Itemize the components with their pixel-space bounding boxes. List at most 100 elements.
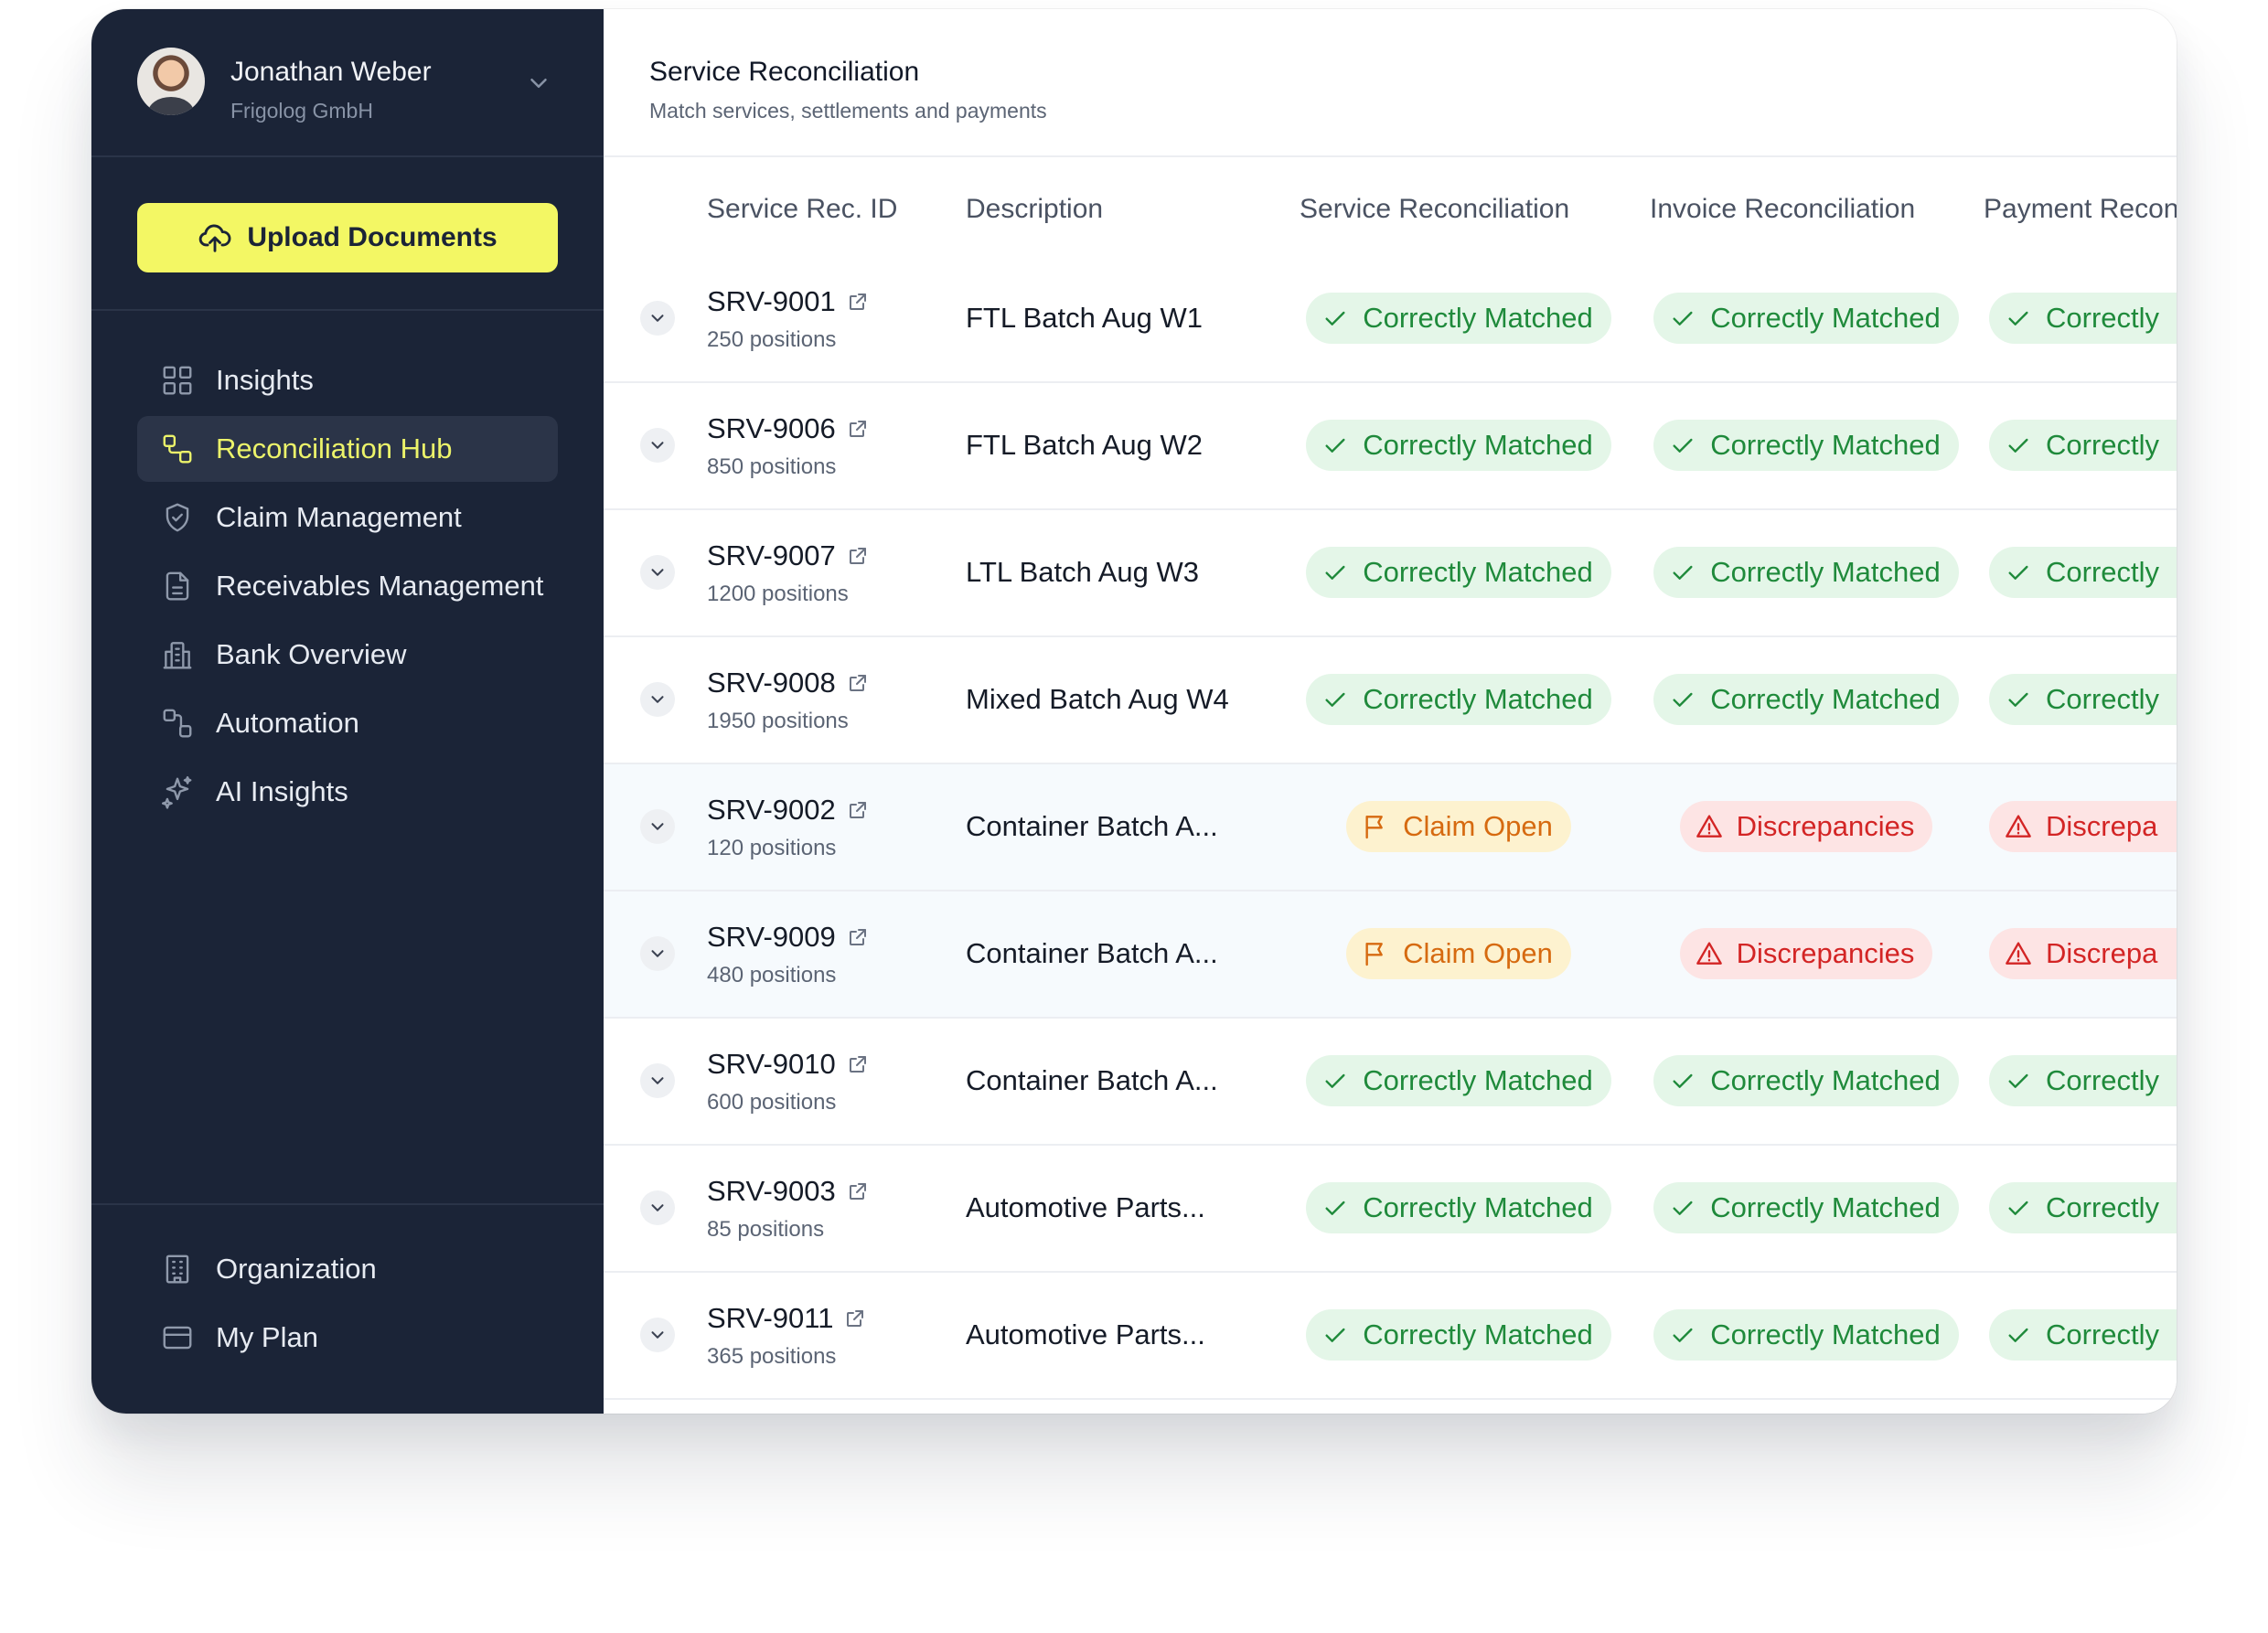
positions-count: 85 positions <box>707 1217 825 1242</box>
external-link-icon[interactable] <box>847 291 869 313</box>
sidebar-item-insights[interactable]: Insights <box>137 347 558 413</box>
column-header-invoice[interactable]: Invoice Reconciliation <box>1650 194 1916 224</box>
expand-row-button[interactable] <box>640 809 675 844</box>
invoice-status-badge[interactable]: Discrepancies <box>1679 801 1933 852</box>
status-badge-label: Correctly Matched <box>1363 556 1593 588</box>
expand-row-button[interactable] <box>640 555 675 590</box>
check-icon <box>1325 438 1345 453</box>
expand-row-button[interactable] <box>640 428 675 463</box>
payment-status-badge[interactable]: Correctly <box>1989 420 2177 471</box>
check-icon <box>1325 692 1345 707</box>
check-icon <box>2008 1201 2028 1215</box>
invoice-status-badge[interactable]: Correctly Matched <box>1653 1182 1959 1233</box>
expand-row-button[interactable] <box>640 1190 675 1225</box>
payment-status-badge[interactable]: Correctly <box>1989 1182 2177 1233</box>
check-icon <box>2008 438 2028 453</box>
status-badge-label: Correctly <box>2046 302 2160 334</box>
payment-status-badge[interactable]: Discrepa <box>1989 928 2177 979</box>
sidebar-item-automation[interactable]: Automation <box>137 690 558 756</box>
service-status-badge[interactable]: Correctly Matched <box>1306 420 1611 471</box>
payment-status-badge[interactable]: Correctly <box>1989 1309 2177 1361</box>
payment-status-badge[interactable]: Correctly <box>1989 674 2177 725</box>
sidebar-item-bank-overview[interactable]: Bank Overview <box>137 622 558 688</box>
check-icon <box>2008 1073 2028 1088</box>
upload-documents-button[interactable]: Upload Documents <box>137 203 558 272</box>
external-link-icon[interactable] <box>847 545 869 567</box>
service-status-badge[interactable]: Correctly Matched <box>1306 1055 1611 1106</box>
invoice-status-badge[interactable]: Correctly Matched <box>1653 547 1959 598</box>
page-title: Service Reconciliation <box>649 57 920 87</box>
service-rec-id-text: SRV-9007 <box>707 539 836 571</box>
sidebar-item-organization[interactable]: Organization <box>137 1236 558 1302</box>
page-header: Service Reconciliation Match services, s… <box>604 9 2177 157</box>
column-header-id[interactable]: Service Rec. ID <box>707 194 898 224</box>
user-menu[interactable]: Jonathan Weber Frigolog GmbH <box>91 9 604 157</box>
chevron-down-icon[interactable] <box>525 69 552 97</box>
column-header-payment[interactable]: Payment Recon <box>1984 194 2177 224</box>
table-row[interactable]: SRV-9009 480 positions Container Batch A..… <box>604 891 2177 1019</box>
table-row[interactable]: SRV-9001 250 positions FTL Batch Aug W1 Cor… <box>604 256 2177 383</box>
service-status-badge[interactable]: Correctly Matched <box>1306 1309 1611 1361</box>
service-status-badge[interactable]: Claim Open <box>1346 801 1571 852</box>
external-link-icon[interactable] <box>847 1053 869 1075</box>
invoice-status-badge[interactable]: Correctly Matched <box>1653 293 1959 344</box>
external-link-icon[interactable] <box>847 672 869 694</box>
check-icon <box>1325 565 1345 580</box>
table-row[interactable]: SRV-9002 120 positions Container Batch A..… <box>604 764 2177 891</box>
row-description: FTL Batch Aug W2 <box>966 429 1204 461</box>
service-status-badge[interactable]: Correctly Matched <box>1306 674 1611 725</box>
payment-status-cell: Correctly <box>1989 1307 2177 1362</box>
invoice-status-badge[interactable]: Correctly Matched <box>1653 1055 1959 1106</box>
status-badge-label: Discrepancies <box>1736 810 1915 842</box>
service-rec-id: SRV-9002 <box>707 794 869 827</box>
expand-row-button[interactable] <box>640 1063 675 1098</box>
external-link-icon[interactable] <box>844 1307 866 1329</box>
sidebar-item-my-plan[interactable]: My Plan <box>137 1305 558 1371</box>
office-icon <box>144 1236 210 1302</box>
table-row[interactable]: SRV-9010 600 positions Container Batch A..… <box>604 1019 2177 1146</box>
sparkles-icon <box>144 759 210 825</box>
warning-icon <box>2006 815 2031 838</box>
sidebar-item-ai-insights[interactable]: AI Insights <box>137 759 558 825</box>
table-row[interactable]: SRV-9006 850 positions FTL Batch Aug W2 Cor… <box>604 383 2177 510</box>
table-row[interactable]: SRV-9008 1950 positions Mixed Batch Aug W4… <box>604 637 2177 764</box>
document-icon <box>144 553 210 619</box>
column-header-description[interactable]: Description <box>966 194 1104 224</box>
invoice-status-badge[interactable]: Correctly Matched <box>1653 1309 1959 1361</box>
expand-row-button[interactable] <box>640 301 675 336</box>
payment-status-badge[interactable]: Correctly <box>1989 1055 2177 1106</box>
positions-count: 600 positions <box>707 1090 837 1115</box>
expand-row-button[interactable] <box>640 682 675 717</box>
service-status-badge[interactable]: Claim Open <box>1346 928 1571 979</box>
sidebar-item-reconciliation-hub[interactable]: Reconciliation Hub <box>137 416 558 482</box>
external-link-icon[interactable] <box>847 1180 869 1202</box>
external-link-icon[interactable] <box>847 799 869 821</box>
service-status-badge[interactable]: Correctly Matched <box>1306 293 1611 344</box>
column-header-service[interactable]: Service Reconciliation <box>1300 194 1570 224</box>
invoice-status-cell: Correctly Matched <box>1646 1053 1966 1108</box>
payment-status-badge[interactable]: Correctly <box>1989 547 2177 598</box>
external-link-icon[interactable] <box>847 926 869 948</box>
invoice-status-badge[interactable]: Discrepancies <box>1679 928 1933 979</box>
sidebar-item-claim-management[interactable]: Claim Management <box>137 485 558 550</box>
positions-count: 1200 positions <box>707 582 849 606</box>
table-row[interactable]: SRV-9003 85 positions Automotive Parts... C… <box>604 1146 2177 1273</box>
status-badge-label: Correctly Matched <box>1710 556 1941 588</box>
grid-icon <box>163 366 192 395</box>
invoice-status-cell: Correctly Matched <box>1646 418 1966 473</box>
service-status-badge[interactable]: Correctly Matched <box>1306 1182 1611 1233</box>
table-row[interactable]: SRV-9007 1200 positions LTL Batch Aug W3 Co… <box>604 510 2177 637</box>
check-icon <box>1325 1328 1345 1342</box>
payment-status-badge[interactable]: Correctly <box>1989 293 2177 344</box>
row-description: Automotive Parts... <box>966 1318 1205 1350</box>
expand-row-button[interactable] <box>640 1318 675 1352</box>
invoice-status-badge[interactable]: Correctly Matched <box>1653 674 1959 725</box>
table-row[interactable]: SRV-9011 365 positions Automotive Parts...… <box>604 1273 2177 1400</box>
service-status-badge[interactable]: Correctly Matched <box>1306 547 1611 598</box>
external-link-icon[interactable] <box>847 418 869 440</box>
cloud-upload-icon <box>199 224 231 252</box>
expand-row-button[interactable] <box>640 936 675 971</box>
invoice-status-badge[interactable]: Correctly Matched <box>1653 420 1959 471</box>
payment-status-badge[interactable]: Discrepa <box>1989 801 2177 852</box>
sidebar-item-receivables-management[interactable]: Receivables Management <box>137 553 558 619</box>
